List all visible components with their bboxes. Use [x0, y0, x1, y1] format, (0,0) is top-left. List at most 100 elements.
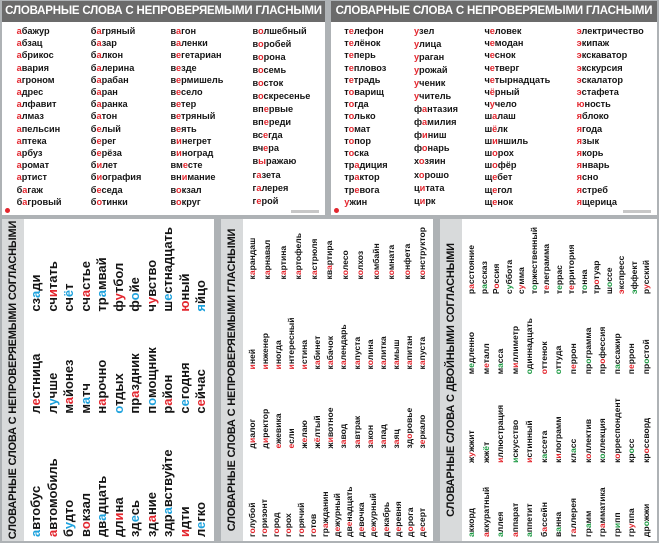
vocabulary-word: традиция: [344, 160, 388, 171]
poster-unverified-consonants: СЛОВАРНЫЕ СЛОВА С НЕПРОВЕРЯЕМЫМИ СОГЛАСН…: [2, 219, 214, 541]
vocabulary-word: кабачок: [325, 335, 336, 370]
vocabulary-word: агроном: [16, 74, 55, 85]
vocabulary-word: беседа: [90, 184, 123, 195]
vocabulary-word: тоска: [344, 148, 369, 159]
vocabulary-word: экспресс: [616, 255, 626, 295]
word-column: аккорд аккуратный аллея аппарат аппетит бассе…: [466, 487, 651, 537]
word-columns: автобус автомобиль будто вокзал двадцать длин…: [28, 227, 208, 537]
word-column: автобус автомобиль будто вокзал двадцать длин…: [28, 449, 208, 537]
vocabulary-word: виноград: [170, 148, 214, 159]
vocabulary-word: четверг: [484, 62, 520, 73]
vocabulary-word: тогда: [344, 99, 369, 110]
vocabulary-word: коллектив: [582, 418, 593, 463]
vocabulary-word: считать: [44, 261, 60, 312]
vocabulary-word: веять: [170, 123, 197, 134]
vocabulary-word: ботинки: [90, 196, 128, 207]
vocabulary-word: белый: [90, 123, 121, 134]
vocabulary-word: апельсин: [16, 123, 61, 134]
vocabulary-word: аккорд: [466, 507, 476, 537]
poster-double-consonants: СЛОВАРНЫЕ СЛОВА С ДВОЙНЫМИ СОГЛАСНЫМИ ак…: [440, 219, 657, 541]
vocabulary-word: капуста: [351, 336, 362, 370]
vocabulary-word: теперь: [344, 50, 376, 61]
vocabulary-word: запад: [377, 424, 388, 449]
vocabulary-word: грамм: [582, 510, 593, 537]
vocabulary-word: щенок: [484, 196, 514, 207]
vocabulary-word: если: [286, 428, 297, 449]
vocabulary-word: десерт: [416, 507, 427, 537]
vocabulary-word: юный: [176, 273, 192, 312]
vocabulary-word: ящерица: [576, 196, 618, 207]
vocabulary-word: металл: [480, 343, 491, 375]
vocabulary-word: русский: [641, 259, 651, 295]
vocabulary-word: ужин: [344, 196, 368, 207]
vocabulary-word: жужжит: [466, 430, 476, 463]
vocabulary-word: трамвай: [94, 257, 109, 312]
vocabulary-word: урожай: [414, 65, 448, 76]
vocabulary-word: экипаж: [576, 38, 610, 49]
vocabulary-word: комбайн: [370, 243, 381, 280]
vocabulary-word: автомобиль: [44, 458, 60, 537]
vocabulary-word: колесо: [339, 250, 350, 280]
vocabulary-word: сзади: [28, 274, 43, 312]
vocabulary-word: автобус: [28, 485, 43, 537]
vocabulary-word: кроссворд: [640, 417, 651, 463]
vocabulary-word: абрикос: [16, 50, 54, 61]
vocabulary-word: иней: [247, 348, 257, 370]
vocabulary-word: готов: [307, 513, 318, 537]
vocabulary-word: жжёт: [480, 441, 491, 463]
word-column: жужжит жжёт иллюстрация искусство истинный ка…: [466, 398, 651, 463]
vocabulary-word: простой: [640, 339, 651, 375]
vocabulary-word: ясно: [576, 172, 599, 183]
vocabulary-word: фамилия: [414, 117, 457, 128]
footer-bar: [291, 210, 319, 213]
vocabulary-word: экскурсия: [576, 62, 623, 73]
word-columns: телефон телёнок теперь тепловоз тетрадь товар…: [331, 23, 657, 207]
vocabulary-word: узел: [414, 26, 435, 36]
vocabulary-word: арбуз: [16, 148, 43, 159]
vocabulary-word: только: [344, 111, 376, 122]
vocabulary-word: корреспондент: [611, 398, 622, 463]
vocabulary-word: ястреб: [576, 184, 608, 195]
vocabulary-word: картина: [277, 245, 288, 280]
vocabulary-word: товарищ: [344, 87, 384, 98]
vocabulary-word: газета: [252, 169, 281, 180]
vocabulary-word: артист: [16, 172, 47, 183]
vocabulary-word: рассказ: [478, 261, 489, 295]
vocabulary-word: впервые: [252, 104, 294, 115]
vocabulary-word: волшебный: [252, 26, 307, 36]
vocabulary-word: биография: [90, 172, 142, 183]
vocabulary-word: абажур: [16, 26, 50, 36]
word-column: карандаш карнавал картина картофель кастрюля…: [247, 227, 427, 279]
vocabulary-word: берёза: [90, 148, 122, 159]
vocabulary-word: длина: [110, 497, 126, 537]
vocabulary-word: чувство: [143, 259, 159, 312]
vocabulary-word: ворона: [252, 52, 286, 63]
vocabulary-word: внимание: [170, 172, 216, 183]
word-column: вагон валенки вегетариан везде вермишель весе…: [171, 23, 224, 207]
vocabulary-word: Россия: [491, 263, 501, 295]
vocabulary-word: дежурный: [331, 493, 342, 537]
vocabulary-word: везде: [170, 62, 197, 73]
vocabulary-word: вокруг: [170, 196, 201, 207]
vocabulary-word: чемодан: [484, 38, 524, 49]
vocabulary-word: город: [271, 512, 282, 537]
vocabulary-word: балкон: [90, 50, 124, 61]
vocabulary-word: аллея: [495, 511, 506, 537]
vocabulary-word: галерея: [252, 182, 289, 193]
vocabulary-word: аромат: [16, 160, 50, 171]
vocabulary-word: баран: [90, 87, 118, 98]
vocabulary-word: зеркало: [416, 414, 427, 449]
vocabulary-word: галлерея: [568, 497, 579, 537]
word-column: волшебный воробей ворона восемь восток воскре…: [253, 23, 311, 207]
vocabulary-word: хорошо: [414, 169, 450, 180]
poster-title: СЛОВАРНЫЕ СЛОВА С НЕПРОВЕРЯЕМЫМИ ГЛАСНЫМ…: [331, 1, 657, 22]
vocabulary-word: горох: [283, 513, 294, 537]
vocabulary-word: ученик: [414, 78, 446, 89]
vocabulary-word: масса: [495, 348, 506, 375]
vocabulary-word: животное: [325, 407, 336, 449]
vocabulary-word: герой: [252, 195, 279, 206]
vocabulary-word: аппетит: [524, 503, 535, 537]
vocabulary-word: выражаю: [252, 156, 297, 167]
vocabulary-word: коллекция: [597, 418, 608, 463]
word-column: иней инженер иногда интересный истина кабинет…: [247, 317, 427, 369]
